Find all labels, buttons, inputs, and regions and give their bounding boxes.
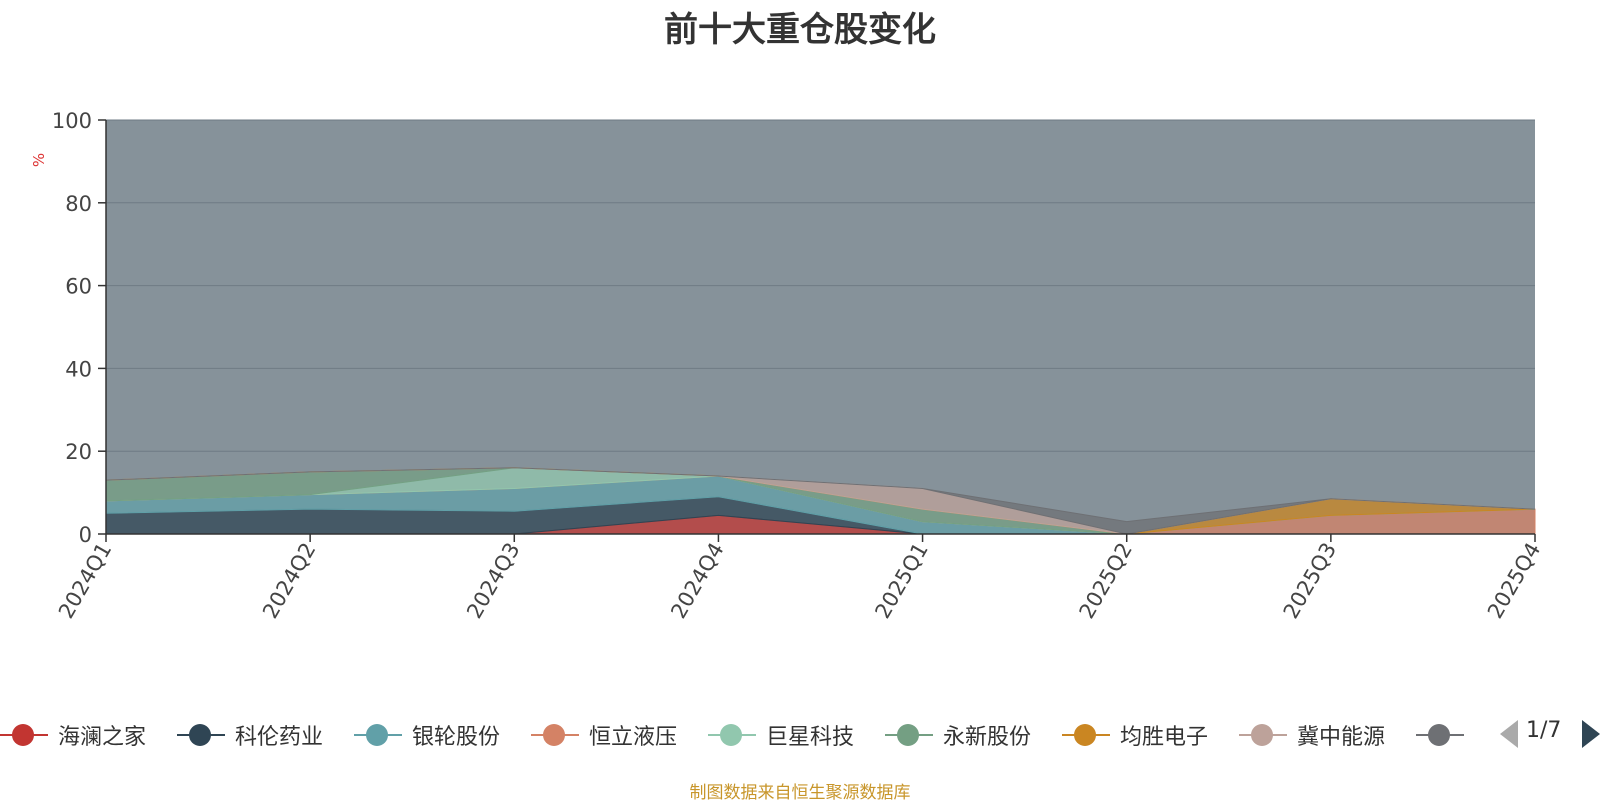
x-tick-label: 2024Q4 [666, 539, 728, 623]
area-series-8[interactable] [105, 467, 1536, 535]
area-layers [105, 467, 1536, 535]
y-axis-label: % [30, 153, 48, 167]
legend-label: 冀中能源 [1297, 725, 1386, 750]
legend-dot [12, 724, 34, 746]
y-tick-label: 40 [65, 357, 92, 381]
chart-title: 前十大重仓股变化 [664, 10, 936, 50]
source-note: 制图数据来自恒生聚源数据库 [689, 783, 911, 803]
legend-dot [543, 724, 565, 746]
plot-background [106, 120, 1535, 534]
legend-prev-page-icon[interactable] [1500, 720, 1518, 748]
y-tick-label: 60 [65, 275, 92, 299]
legend-dot [1251, 724, 1273, 746]
plot-area [106, 120, 1535, 534]
y-tick-label: 80 [65, 192, 92, 216]
legend-label: 巨星科技 [766, 725, 855, 750]
legend-label: 均胜电子 [1120, 725, 1209, 750]
grid-lines [106, 119, 1535, 452]
legend-label: 科伦药业 [235, 725, 324, 750]
x-tick-label: 2025Q3 [1279, 539, 1341, 623]
x-tick-label: 2025Q2 [1075, 539, 1137, 623]
legend-dot [189, 724, 211, 746]
legend-dot [1428, 724, 1450, 746]
x-tick-label: 2024Q3 [462, 539, 524, 623]
legend-label: 海澜之家 [58, 725, 147, 750]
y-tick-label: 100 [52, 109, 92, 133]
x-tick-label: 2024Q1 [54, 539, 116, 623]
legend-dot [897, 724, 919, 746]
x-tick-label: 2025Q1 [870, 539, 932, 623]
legend-label: 恒立液压 [589, 725, 678, 750]
chart-svg: 0 20 40 60 80 100 2024Q1 2024Q2 2024Q3 2024Q4 2025… [30, 109, 1545, 623]
legend-pager: 1/7 [1500, 716, 1600, 752]
legend-dot [720, 724, 742, 746]
legend-next-page-icon[interactable] [1582, 720, 1600, 748]
x-tick-label: 2025Q4 [1483, 539, 1545, 623]
legend-label: 永新股份 [943, 725, 1032, 750]
x-tick-label: 2024Q2 [258, 539, 320, 623]
legend-label: 银轮股份 [412, 725, 501, 750]
legend: 海澜之家 科伦药业 银轮股份 恒立液压 巨星科技 永新股份 均胜电子 冀中能源 [0, 718, 1490, 752]
y-tick-label: 20 [65, 440, 92, 464]
legend-dot [366, 724, 388, 746]
y-tick-label: 0 [79, 523, 92, 547]
legend-dot [1074, 724, 1096, 746]
legend-page-indicator: 1/7 [1526, 718, 1562, 743]
